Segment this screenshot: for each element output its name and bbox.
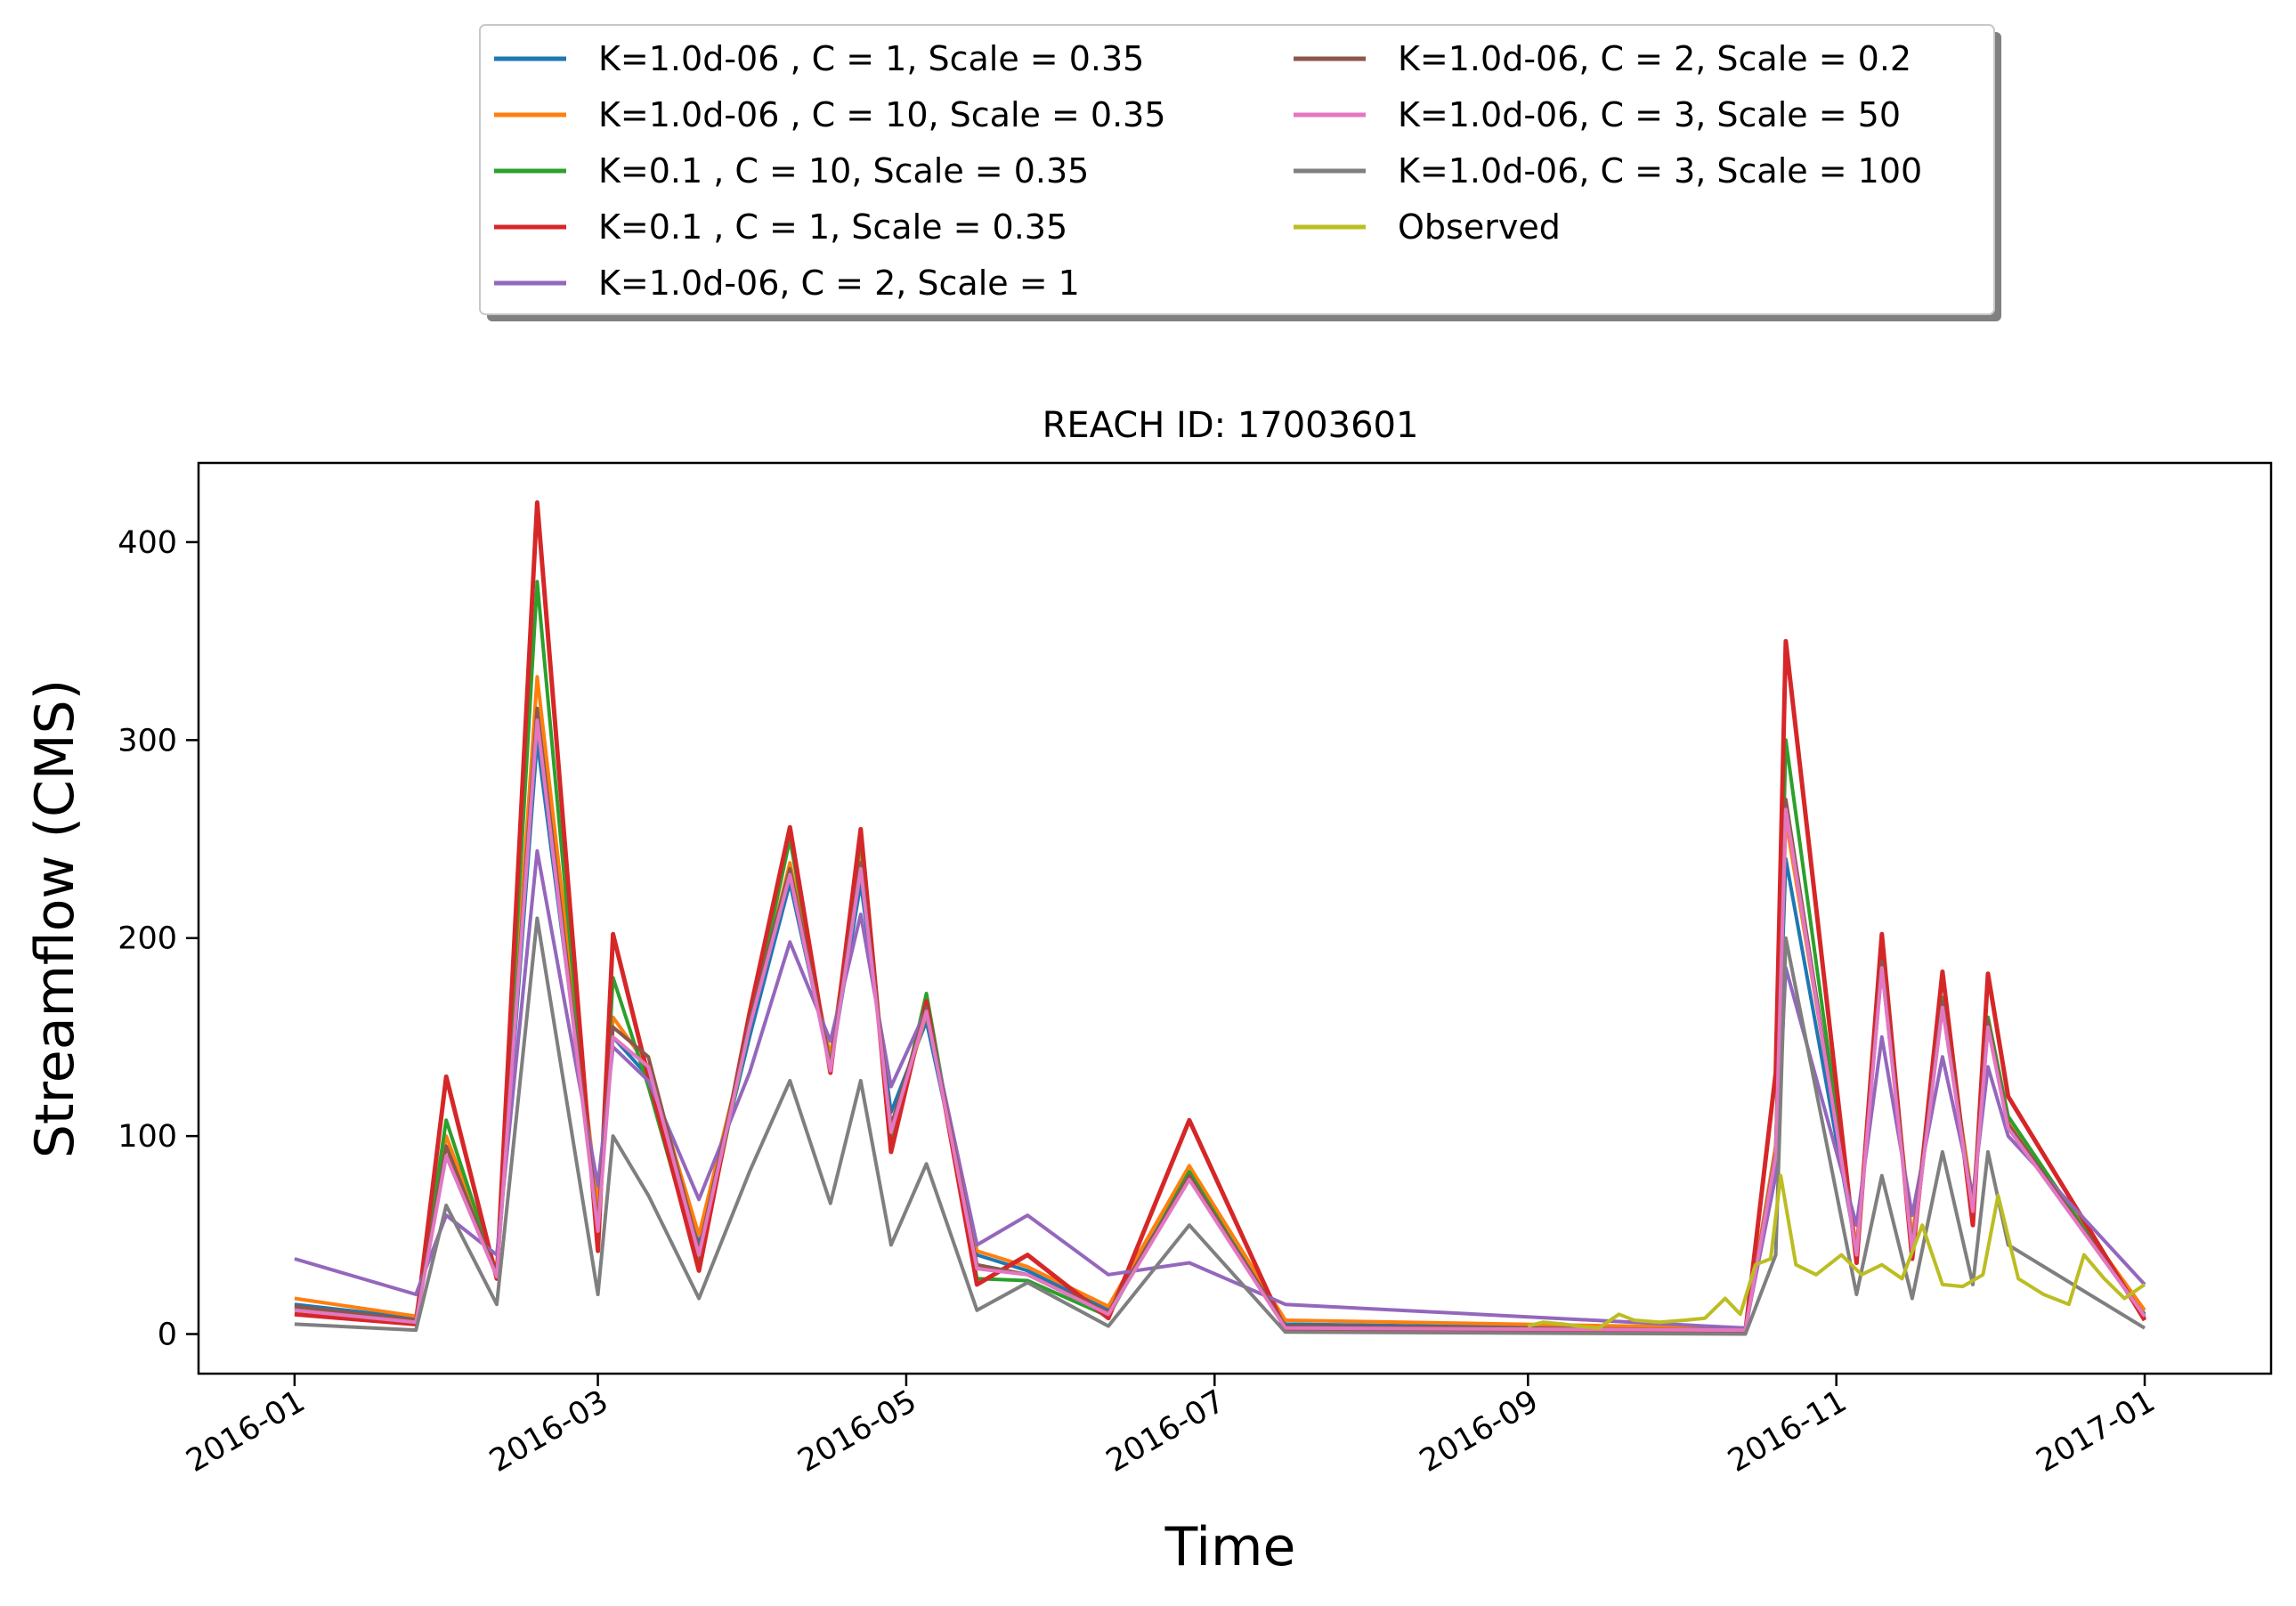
legend-label: K=1.0d-06, C = 3, Scale = 50 bbox=[1398, 95, 1901, 134]
plot-area bbox=[197, 461, 2273, 1375]
y-tick-label: 200 bbox=[118, 921, 177, 957]
y-tick-label: 300 bbox=[118, 723, 177, 758]
plot-frame bbox=[197, 461, 2273, 1375]
series-line-4 bbox=[294, 500, 2147, 1334]
legend-label: Observed bbox=[1398, 207, 1561, 247]
x-tick-label: 2016-09 bbox=[1414, 1383, 1545, 1480]
legend-label: K=1.0d-06, C = 3, Scale = 100 bbox=[1398, 151, 1922, 191]
x-axis: 2016-01 2016-03 2016-05 2016-07 2016-09 2016-… bbox=[181, 1374, 2162, 1480]
y-axis-label: Streamflow (CMS) bbox=[24, 679, 86, 1158]
legend-label: K=0.1 , C = 1, Scale = 0.35 bbox=[598, 207, 1067, 247]
x-tick-label: 2016-05 bbox=[792, 1383, 923, 1480]
x-tick-label: 2016-01 bbox=[181, 1383, 312, 1480]
legend-label: K=0.1 , C = 10, Scale = 0.35 bbox=[598, 151, 1089, 191]
x-tick-label: 2016-03 bbox=[483, 1383, 614, 1480]
series-line-5 bbox=[294, 848, 2146, 1330]
y-tick-label: 400 bbox=[118, 525, 177, 561]
y-axis: 0 100 200 300 400 bbox=[118, 525, 199, 1353]
legend-label: K=1.0d-06 , C = 1, Scale = 0.35 bbox=[598, 39, 1144, 78]
series-line-9 bbox=[1527, 1173, 2146, 1330]
x-tick-label: 2017-01 bbox=[2031, 1383, 2162, 1480]
legend-box bbox=[479, 24, 1995, 315]
legend-label: K=1.0d-06, C = 2, Scale = 1 bbox=[598, 264, 1080, 303]
x-tick-label: 2016-07 bbox=[1100, 1383, 1231, 1480]
y-tick-label: 100 bbox=[118, 1119, 177, 1155]
series-line-8 bbox=[294, 916, 2146, 1336]
series-group bbox=[294, 500, 2147, 1336]
legend: K=1.0d-06 , C = 1, Scale = 0.35 K=1.0d-06… bbox=[479, 24, 2001, 321]
x-axis-label: Time bbox=[1164, 1516, 1296, 1578]
y-tick-label: 0 bbox=[158, 1318, 177, 1353]
x-tick-label: 2016-11 bbox=[1723, 1383, 1854, 1480]
chart-title: REACH ID: 17003601 bbox=[1043, 405, 1419, 446]
legend-label: K=1.0d-06, C = 2, Scale = 0.2 bbox=[1398, 39, 1911, 78]
legend-label: K=1.0d-06 , C = 10, Scale = 0.35 bbox=[598, 95, 1166, 134]
